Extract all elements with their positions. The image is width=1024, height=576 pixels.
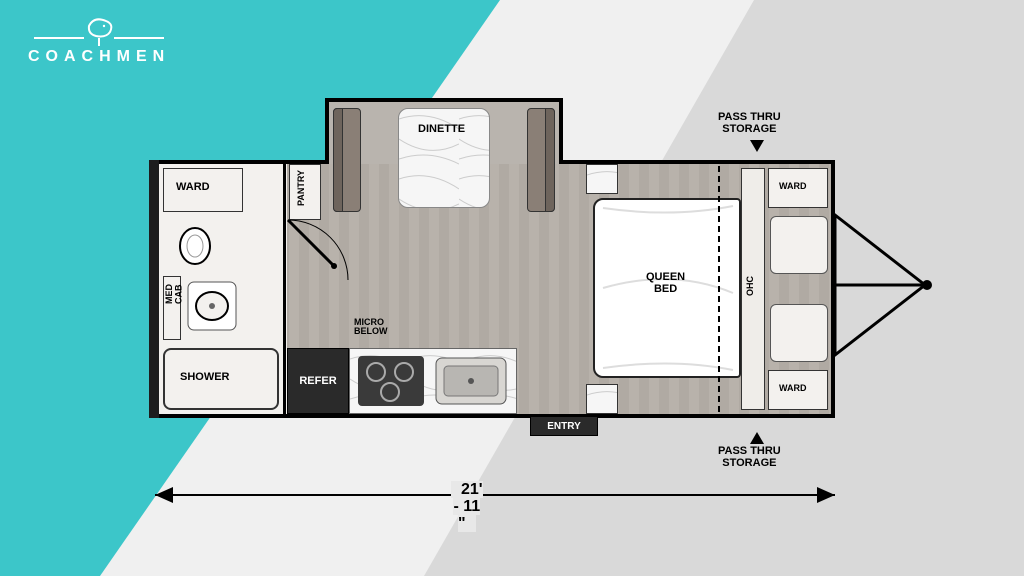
dim-value: 21' - 11 " xyxy=(451,481,483,532)
bath-wall xyxy=(283,164,286,414)
rear-cap xyxy=(149,160,159,418)
entry-label: ENTRY xyxy=(547,421,581,432)
dinette-label: DINETTE xyxy=(418,124,465,136)
ward-tl-label: WARD xyxy=(176,182,210,194)
brand-logo: COACHMEN xyxy=(28,18,170,66)
logo-mark xyxy=(34,18,164,46)
micro-label: MICRO BELOW xyxy=(354,318,388,337)
dinette-back-left xyxy=(333,108,343,212)
dimension-line xyxy=(155,494,835,496)
counter-bot xyxy=(586,384,618,414)
ohc-label: OHC xyxy=(746,276,755,296)
queen-label: QUEEN BED xyxy=(646,272,685,295)
stage: COACHMEN WARD MED CAB xyxy=(0,0,1024,576)
ward-tr-label: WARD xyxy=(779,182,807,191)
shower-label: SHOWER xyxy=(180,372,230,384)
pass-thru-top-label: PASS THRU STORAGE xyxy=(718,112,781,135)
pass-thru-bot-label: PASS THRU STORAGE xyxy=(718,446,781,469)
arrow-down-icon xyxy=(750,140,764,152)
stove-icon xyxy=(358,356,424,406)
pantry-label: PANTRY xyxy=(297,170,306,206)
tank-top xyxy=(770,216,828,274)
refer-label: REFER xyxy=(299,375,336,387)
door-swing-icon xyxy=(286,218,356,288)
hitch-icon xyxy=(835,200,935,380)
brand-text: COACHMEN xyxy=(28,48,170,65)
med-label: MED CAB xyxy=(165,284,184,304)
tank-bot xyxy=(770,304,828,362)
kitchen-sink-icon xyxy=(434,356,508,406)
dinette-back-right xyxy=(545,108,555,212)
bath-sink-icon xyxy=(186,280,238,332)
ward-br-label: WARD xyxy=(779,384,807,393)
bed-fold-line xyxy=(718,166,720,412)
dimension-text: 21' - 11 " xyxy=(445,482,489,532)
counter-top xyxy=(586,164,618,194)
refer: REFER xyxy=(287,348,349,414)
arrow-up-icon xyxy=(750,432,764,444)
toilet-icon xyxy=(176,226,214,268)
entry: ENTRY xyxy=(530,416,598,436)
